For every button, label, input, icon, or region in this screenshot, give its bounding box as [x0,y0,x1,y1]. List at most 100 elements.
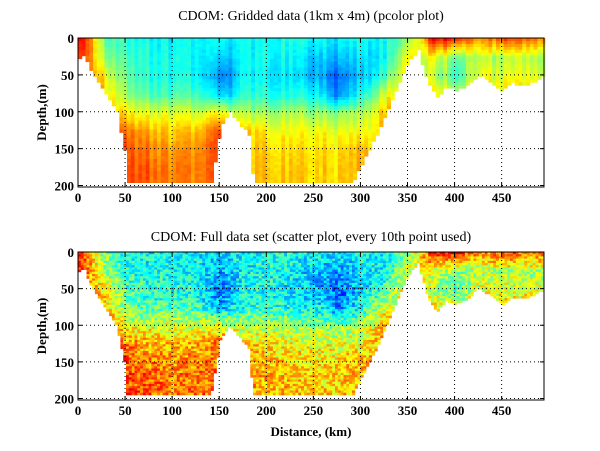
heatmap-cell [153,132,158,136]
heatmap-cell [123,322,127,325]
heatmap-cell [375,61,380,65]
heatmap-cell [114,280,118,284]
heatmap-cell [130,105,135,110]
heatmap-cell [281,52,286,57]
heatmap-cell [149,159,154,163]
heatmap-cell [360,123,365,127]
heatmap-cell [206,100,211,104]
heatmap-cell [398,46,403,51]
heatmap-cell [93,55,98,60]
heatmap-cell [281,64,286,68]
heatmap-cell [424,43,429,48]
heatmap-cell [127,58,132,63]
heatmap-cell [137,324,141,328]
heatmap-cell [356,49,361,54]
heatmap-cell [157,111,162,116]
heatmap-cell [228,79,233,83]
heatmap-cell [281,156,286,160]
heatmap-cell [334,85,339,89]
heatmap-cell [300,170,305,175]
heatmap-cell [465,70,471,74]
heatmap-cell [143,370,147,374]
heatmap-cell [127,102,132,107]
heatmap-cell [140,300,144,303]
heatmap-cell [296,120,301,124]
heatmap-cell [266,173,271,178]
heatmap-cell [134,100,139,104]
heatmap-cell [345,52,350,57]
heatmap-cell [120,271,124,275]
heatmap-cell [319,141,324,145]
heatmap-cell [153,161,158,166]
heatmap-cell [270,164,275,169]
heatmap-cell [349,144,354,148]
heatmap-cell [236,61,241,65]
heatmap-cell [209,46,214,51]
heatmap-cell [183,73,188,77]
heatmap-cell [285,43,290,48]
heatmap-cell [533,52,538,57]
heatmap-cell [458,46,463,51]
heatmap-cell [206,82,211,86]
heatmap-cell [255,167,260,172]
heatmap-cell [108,91,113,95]
heatmap-cell [356,82,361,86]
heatmap-cell [94,291,99,295]
heatmap-cell [111,97,117,101]
heatmap-cell [352,94,358,98]
heatmap-cell [258,164,263,169]
heatmap-cell [137,315,141,319]
heatmap-cell [148,291,152,295]
heatmap-cell [213,49,218,54]
heatmap-cell [78,52,83,57]
heatmap-cell [134,339,138,343]
heatmap-cell [202,117,207,122]
heatmap-cell [111,88,117,92]
heatmap-cell [221,120,226,124]
heatmap-cell [104,41,109,45]
heatmap-cell [349,138,354,142]
heatmap-cell [462,41,467,45]
heatmap-cell [311,126,316,130]
y-tick-label: 150 [55,142,75,157]
heatmap-cell [198,43,203,48]
heatmap-cell [153,100,158,104]
heatmap-cell [477,58,482,63]
heatmap-cell [258,120,263,124]
heatmap-cell [315,129,320,133]
heatmap-cell [123,265,127,268]
heatmap-cell [296,38,301,42]
heatmap-cell [145,317,149,321]
heatmap-cell [92,280,96,284]
heatmap-cell [341,94,346,98]
heatmap-cell [300,82,305,86]
heatmap-cell [386,55,391,60]
heatmap-cell [326,111,331,116]
heatmap-cell [140,381,144,385]
heatmap-cell [202,135,207,139]
heatmap-cell [285,58,290,63]
heatmap-cell [533,70,538,74]
heatmap-cell [236,108,241,113]
heatmap-cell [349,179,354,183]
heatmap-cell [149,43,154,48]
heatmap-cell [292,76,297,80]
heatmap-cell [258,67,263,71]
heatmap-cell [262,88,267,92]
heatmap-cell [202,70,207,74]
heatmap-cell [334,64,339,68]
heatmap-cell [106,278,110,281]
heatmap-cell [213,79,218,83]
heatmap-cell [394,67,399,71]
heatmap-cell [277,64,282,68]
heatmap-cell [281,179,286,183]
heatmap-cell [424,38,429,42]
heatmap-cell [371,138,376,142]
heatmap-cell [364,150,369,154]
heatmap-cell [206,135,211,139]
heatmap-cell [183,41,188,45]
heatmap-cell [202,58,207,63]
heatmap-cell [145,346,149,350]
heatmap-cell [153,91,158,95]
heatmap-cell [243,126,248,130]
